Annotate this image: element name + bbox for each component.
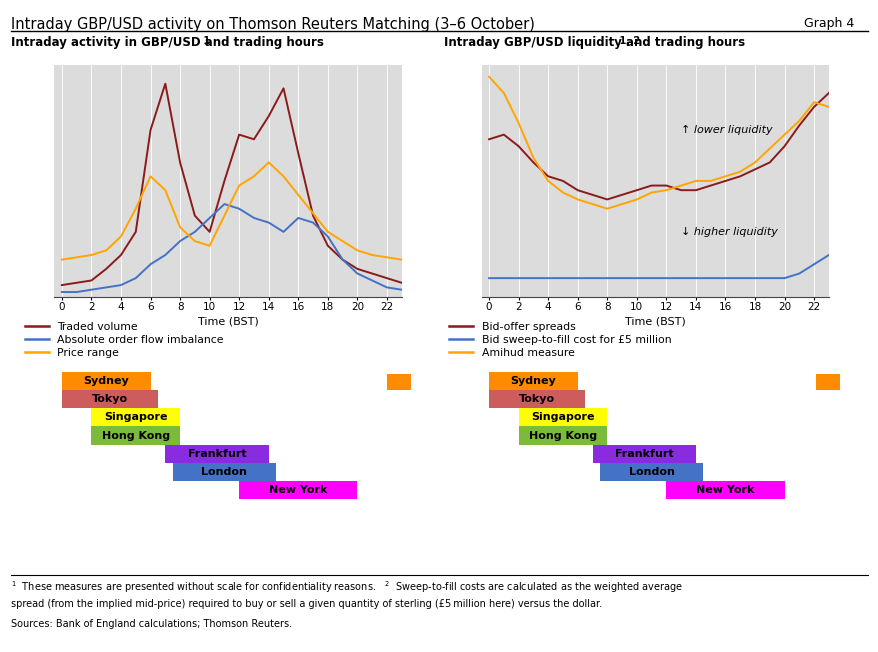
Text: Hong Kong: Hong Kong xyxy=(529,430,596,441)
Text: Tokyo: Tokyo xyxy=(518,394,555,404)
Legend: Traded volume, Absolute order flow imbalance, Price range: Traded volume, Absolute order flow imbal… xyxy=(25,321,224,358)
Text: London: London xyxy=(628,467,673,477)
Text: Tokyo: Tokyo xyxy=(91,394,128,404)
Text: Sydney: Sydney xyxy=(83,376,129,386)
Text: Sydney: Sydney xyxy=(510,376,556,386)
Text: New York: New York xyxy=(695,485,754,496)
Text: $^1$  These measures are presented without scale for confidentiality reasons.   : $^1$ These measures are presented withou… xyxy=(11,579,682,595)
Text: Sources: Bank of England calculations; Thomson Reuters.: Sources: Bank of England calculations; T… xyxy=(11,619,291,629)
Text: London: London xyxy=(201,467,247,477)
Text: Frankfurt: Frankfurt xyxy=(188,449,246,459)
Text: Intraday GBP/USD activity on Thomson Reuters Matching (3–6 October): Intraday GBP/USD activity on Thomson Reu… xyxy=(11,17,534,32)
Text: ↑ lower liquidity: ↑ lower liquidity xyxy=(680,125,772,135)
Text: Frankfurt: Frankfurt xyxy=(615,449,673,459)
Text: spread (from the implied mid-price) required to buy or sell a given quantity of : spread (from the implied mid-price) requ… xyxy=(11,599,601,608)
Text: Singapore: Singapore xyxy=(530,412,594,422)
X-axis label: Time (BST): Time (BST) xyxy=(198,316,258,327)
Text: New York: New York xyxy=(269,485,327,496)
Text: Graph 4: Graph 4 xyxy=(803,17,853,30)
Text: Hong Kong: Hong Kong xyxy=(102,430,169,441)
Legend: Bid-offer spreads, Bid sweep-to-fill cost for £5 million, Amihud measure: Bid-offer spreads, Bid sweep-to-fill cos… xyxy=(449,321,671,358)
Text: 1: 1 xyxy=(11,36,210,46)
Text: Intraday GBP/USD liquidity and trading hours: Intraday GBP/USD liquidity and trading h… xyxy=(443,36,745,49)
Text: ↓ higher liquidity: ↓ higher liquidity xyxy=(680,227,777,237)
Text: Singapore: Singapore xyxy=(104,412,168,422)
Text: Intraday activity in GBP/USD and trading hours: Intraday activity in GBP/USD and trading… xyxy=(11,36,323,49)
Text: 1, 2: 1, 2 xyxy=(443,36,639,46)
X-axis label: Time (BST): Time (BST) xyxy=(624,316,685,327)
